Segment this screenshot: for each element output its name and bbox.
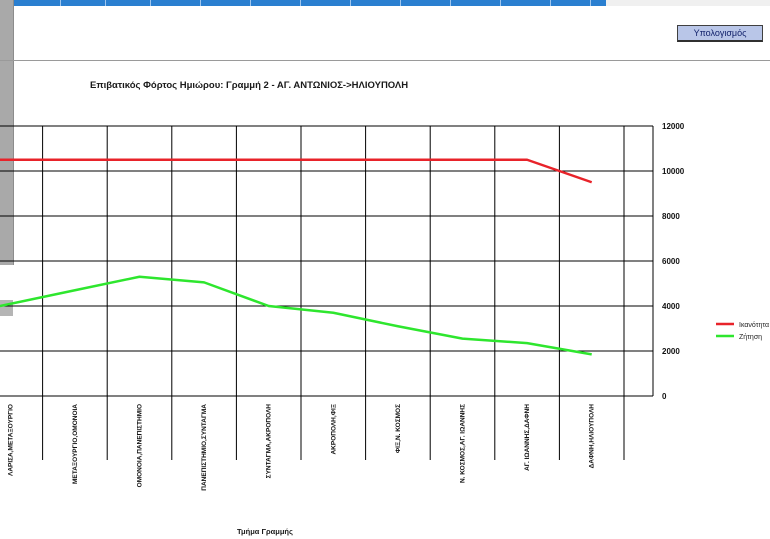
x-tick-label: ΛΑΡΙΣΑ,ΜΕΤΑΞΟΥΡΓΙΟ [7, 404, 14, 476]
y-tick-label: 8000 [662, 212, 680, 221]
x-tick-label: ΟΜΟΝΟΙΑ,ΠΑΝΕΠΙΣΤΗΜΙΟ [137, 404, 144, 487]
y-tick-label: 6000 [662, 257, 680, 266]
calculate-button[interactable]: Υπολογισμός [677, 25, 763, 42]
series-line-capacity [0, 158, 593, 184]
y-tick-label: 0 [662, 392, 667, 401]
x-tick-label: ΑΓ. ΙΩΑΝΝΗΣ,ΔΑΦΝΗ [524, 404, 531, 471]
y-tick-label: 10000 [662, 167, 685, 176]
y-tick-label: 4000 [662, 302, 680, 311]
x-axis-label: Τμήμα Γραμμής [237, 527, 293, 536]
legend-label: Ικανότητα [739, 321, 769, 329]
y-tick-label: 12000 [662, 122, 685, 131]
chart-title: Επιβατικός Φόρτος Ημιώρου: Γραμμή 2 - ΑΓ… [90, 80, 408, 91]
legend-label: Ζήτηση [739, 334, 762, 341]
top-toolbar-strip [0, 0, 606, 6]
x-tick-label: Ν. ΚΟΣΜΟΣ,ΑΓ. ΙΩΑΝΝΗΣ [460, 404, 467, 483]
left-scroll-panel[interactable] [0, 0, 14, 265]
x-tick-label: ΠΑΝΕΠΙΣΤΗΜΙΟ,ΣΥΝΤΑΓΜΑ [201, 404, 208, 491]
x-tick-label: ΔΑΦΝΗ,ΗΛΙΟΥΠΟΛΗ [589, 404, 596, 469]
series-line-demand [0, 275, 592, 356]
x-tick-label: ΣΥΝΤΑΓΜΑ,ΑΚΡΟΠΟΛΗ [266, 404, 273, 479]
x-tick-label: ΜΕΤΑΞΟΥΡΓΙΟ,ΟΜΟΝΟΙΑ [72, 404, 79, 484]
section-divider [0, 60, 770, 61]
x-tick-label: ΑΚΡΟΠΟΛΗ,ΦΙΞ [330, 404, 337, 455]
top-toolbar-blank [606, 0, 770, 6]
y-tick-label: 2000 [662, 347, 680, 356]
x-tick-label: ΦΙΞ,Ν. ΚΟΣΜΟΣ [395, 404, 402, 453]
